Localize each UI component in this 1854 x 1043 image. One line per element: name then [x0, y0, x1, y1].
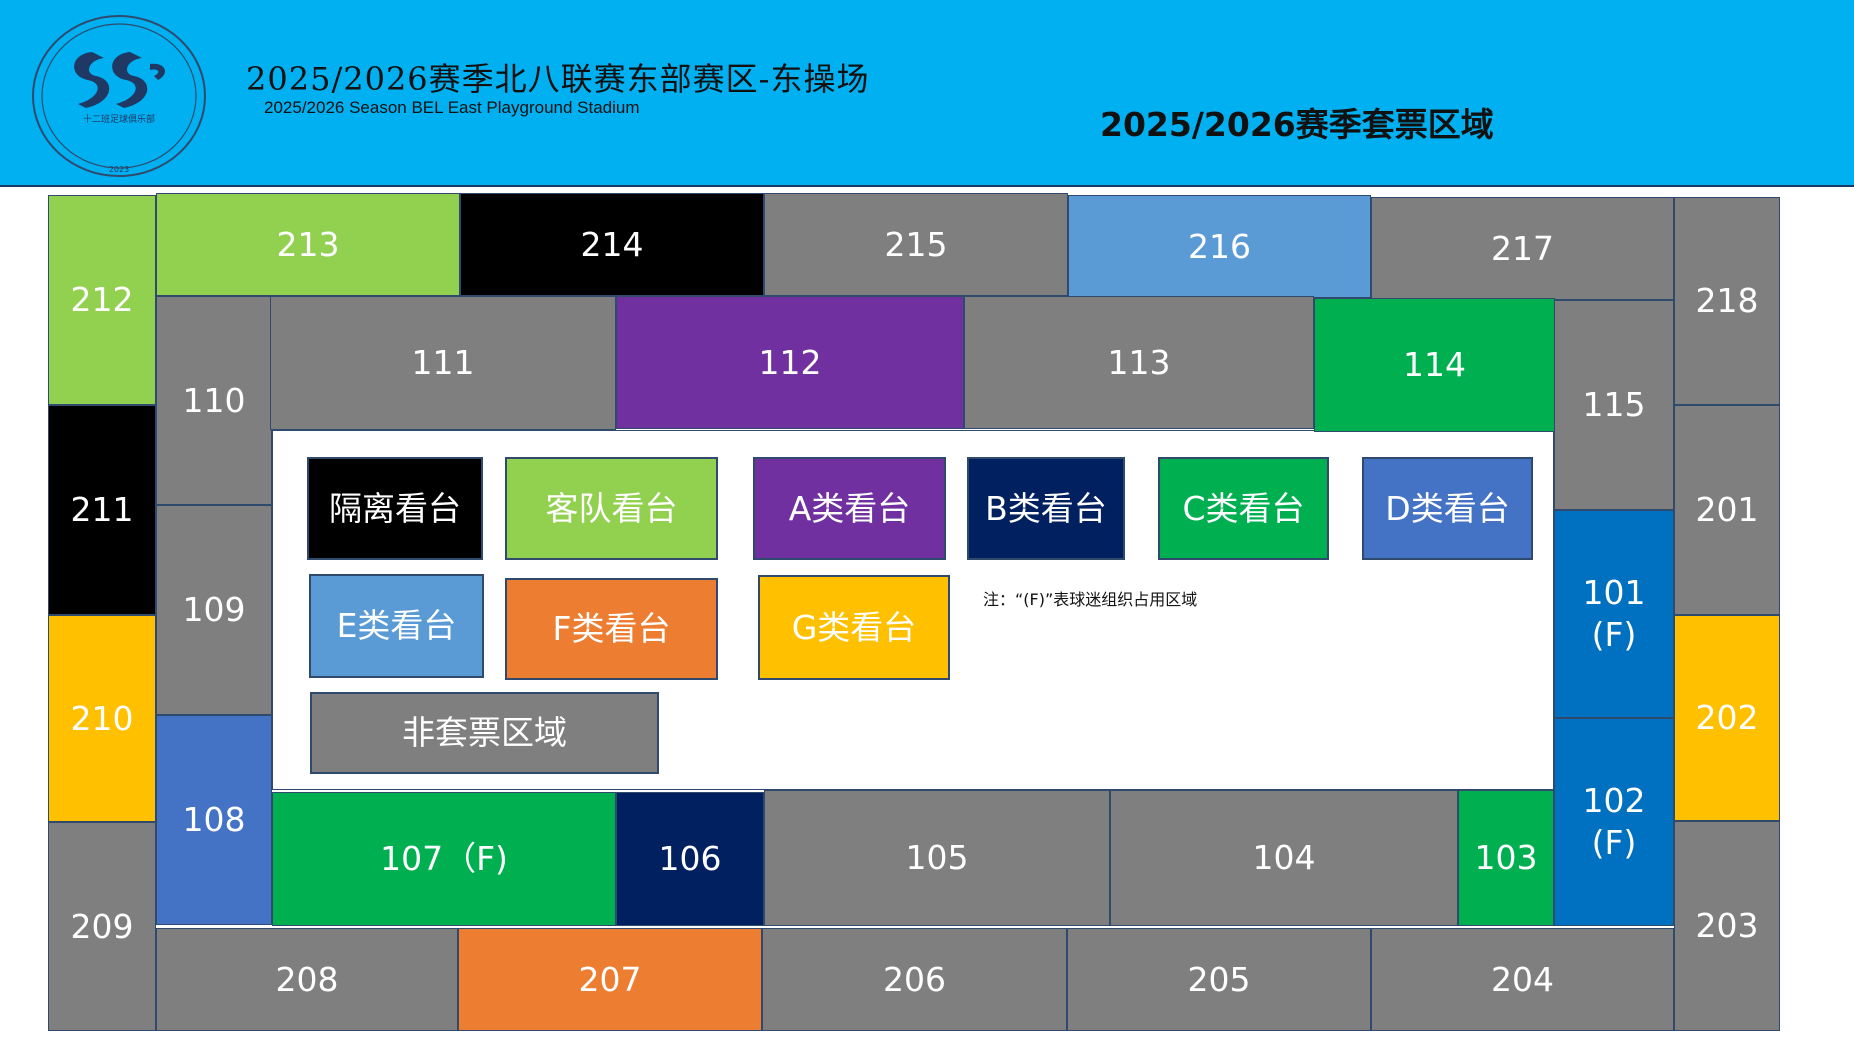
section-112[interactable]: 112: [616, 296, 964, 429]
section-215[interactable]: 215: [764, 193, 1068, 296]
page-subtitle: 2025/2026 Season BEL East Playground Sta…: [264, 98, 640, 117]
section-label: 208: [275, 959, 339, 999]
legend-a: A类看台: [753, 457, 946, 560]
section-207[interactable]: 207: [458, 928, 762, 1031]
section-label: 205: [1187, 959, 1251, 999]
section-label: 105: [905, 838, 969, 877]
section-label: 102: [1582, 781, 1646, 820]
legend-label: 隔离看台: [329, 488, 461, 528]
legend-label: C类看台: [1182, 488, 1305, 528]
legend-label: G类看台: [791, 607, 917, 647]
section-108[interactable]: 108: [156, 715, 272, 925]
section-115[interactable]: 115: [1554, 300, 1674, 510]
section-104[interactable]: 104: [1110, 790, 1458, 926]
section-202[interactable]: 202: [1674, 615, 1780, 821]
section-label: 202: [1695, 698, 1759, 737]
section-204[interactable]: 204: [1371, 928, 1674, 1031]
section-label: 108: [182, 800, 246, 839]
section-label: 104: [1252, 838, 1316, 877]
section-label: 204: [1491, 959, 1554, 999]
section-203[interactable]: 203: [1674, 821, 1780, 1031]
section-110[interactable]: 110: [156, 296, 272, 505]
section-label: 214: [580, 224, 644, 264]
section-label: 106: [658, 839, 722, 878]
section-113[interactable]: 113: [964, 296, 1314, 429]
section-label: 113: [1107, 342, 1171, 382]
legend-g: G类看台: [758, 575, 950, 680]
section-206[interactable]: 206: [762, 928, 1067, 1031]
section-label: 114: [1403, 345, 1466, 384]
section-101[interactable]: 101 (F): [1554, 510, 1674, 718]
club-logo: 十二班足球俱乐部 2023: [30, 14, 208, 179]
section-label: 107（F): [380, 839, 508, 878]
section-107[interactable]: 107（F): [272, 792, 616, 926]
section-label: 207: [578, 959, 642, 999]
section-label: 109: [182, 590, 246, 629]
section-103[interactable]: 103: [1458, 790, 1554, 926]
section-106[interactable]: 106: [616, 792, 764, 926]
legend-label: E类看台: [336, 606, 457, 645]
section-label: 212: [70, 280, 134, 319]
section-label: 201: [1695, 490, 1759, 529]
section-label: 211: [70, 490, 134, 529]
page-title: 2025/2026赛季北八联赛东部赛区-东操场: [246, 60, 870, 98]
section-fan-mark: (F): [1591, 823, 1637, 862]
section-218[interactable]: 218: [1674, 197, 1780, 405]
section-label: 215: [884, 224, 948, 264]
section-114[interactable]: 114: [1314, 298, 1555, 432]
section-label: 217: [1491, 228, 1554, 268]
legend-f: F类看台: [505, 578, 718, 680]
section-label: 213: [276, 224, 340, 264]
legend-isolation: 隔离看台: [307, 457, 483, 560]
section-109[interactable]: 109: [156, 505, 272, 715]
section-label: 203: [1695, 906, 1759, 945]
section-217[interactable]: 217: [1371, 197, 1674, 300]
fan-zone-note: 注：“(F)”表球迷组织占用区域: [983, 590, 1198, 609]
header-banner: 十二班足球俱乐部 2023 2025/2026赛季北八联赛东部赛区-东操场 20…: [0, 0, 1854, 187]
legend-b: B类看台: [967, 457, 1125, 560]
section-label: 210: [70, 698, 134, 738]
section-105[interactable]: 105: [764, 790, 1110, 926]
legend-e: E类看台: [309, 574, 484, 678]
section-label: 209: [70, 906, 134, 946]
section-111[interactable]: 111: [270, 296, 616, 430]
legend-c: C类看台: [1158, 457, 1329, 560]
section-211[interactable]: 211: [48, 405, 156, 615]
logo-year: 2023: [109, 165, 129, 174]
legend-label: D类看台: [1385, 488, 1510, 528]
section-102[interactable]: 102 (F): [1554, 718, 1674, 926]
legend-away: 客队看台: [505, 457, 718, 560]
section-label: 115: [1582, 385, 1646, 424]
section-label: 111: [411, 343, 475, 382]
legend-label: 非套票区域: [402, 713, 567, 752]
section-label: 218: [1695, 281, 1759, 320]
section-209[interactable]: 209: [48, 822, 156, 1031]
section-216[interactable]: 216: [1068, 195, 1371, 298]
section-213[interactable]: 213: [156, 193, 460, 296]
section-label: 206: [883, 959, 946, 999]
section-214[interactable]: 214: [460, 193, 764, 296]
section-201[interactable]: 201: [1674, 405, 1780, 615]
section-label: 216: [1188, 226, 1251, 266]
section-212[interactable]: 212: [48, 195, 156, 405]
section-label: 112: [758, 342, 822, 382]
section-fan-mark: (F): [1591, 615, 1637, 654]
section-208[interactable]: 208: [156, 928, 458, 1031]
section-label: 103: [1474, 838, 1538, 877]
legend-label: A类看台: [788, 488, 911, 528]
logo-text: 十二班足球俱乐部: [83, 113, 155, 125]
legend-d: D类看台: [1362, 457, 1533, 560]
club-logo-emblem: 十二班足球俱乐部 2023: [32, 15, 206, 177]
legend-label: B类看台: [985, 488, 1107, 528]
legend-label: 客队看台: [545, 488, 678, 528]
section-label: 101: [1582, 573, 1646, 612]
legend-label: F类看台: [552, 609, 671, 648]
season-ticket-title: 2025/2026赛季套票区域: [1100, 105, 1494, 144]
section-205[interactable]: 205: [1067, 928, 1371, 1031]
legend-non-season: 非套票区域: [310, 692, 659, 774]
section-210[interactable]: 210: [48, 615, 156, 822]
section-label: 110: [182, 380, 246, 420]
